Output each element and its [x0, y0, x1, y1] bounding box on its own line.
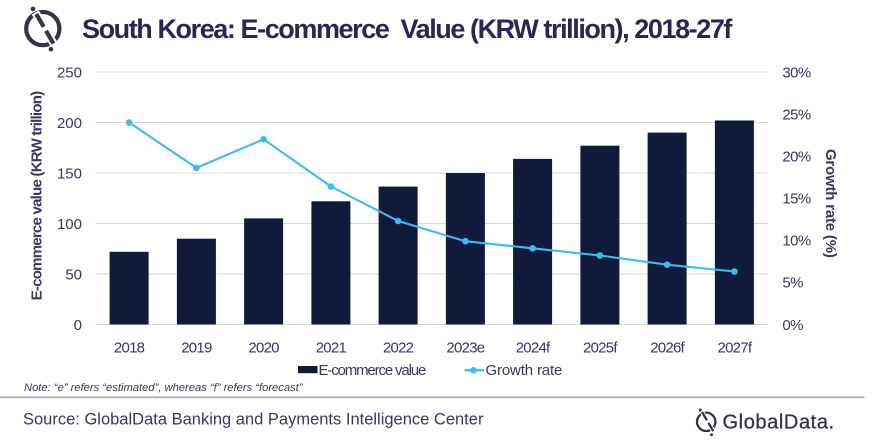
svg-text:150: 150: [57, 165, 82, 182]
svg-text:2027f: 2027f: [718, 339, 753, 356]
svg-text:200: 200: [57, 115, 82, 132]
svg-text:50: 50: [65, 266, 82, 283]
svg-text:2026f: 2026f: [650, 339, 685, 356]
svg-text:0%: 0%: [782, 317, 803, 334]
svg-text:Growth rate (%): Growth rate (%): [822, 149, 839, 258]
svg-text:15%: 15%: [782, 191, 810, 208]
svg-text:2021: 2021: [316, 339, 347, 356]
svg-text:0: 0: [74, 317, 82, 334]
svg-text:E-commerce value (KRW trillion: E-commerce value (KRW trillion): [28, 91, 45, 300]
svg-text:2018: 2018: [114, 339, 145, 356]
svg-text:E-commerce value: E-commerce value: [319, 362, 426, 379]
svg-text:Growth rate: Growth rate: [486, 362, 563, 379]
svg-text:Source: GlobalData Banking and: Source: GlobalData Banking and Payments …: [23, 410, 484, 428]
svg-text:20%: 20%: [782, 149, 810, 166]
svg-text:South Korea: E-commerce Value: South Korea: E-commerce Value (KRW trill…: [82, 14, 733, 44]
svg-text:2024f: 2024f: [516, 339, 551, 356]
svg-text:2019: 2019: [181, 339, 212, 356]
svg-text:25%: 25%: [782, 106, 810, 123]
svg-text:2023e: 2023e: [446, 339, 484, 356]
svg-text:2022: 2022: [383, 339, 414, 356]
svg-text:250: 250: [57, 64, 82, 81]
svg-text:100: 100: [57, 216, 82, 233]
svg-text:2020: 2020: [248, 339, 279, 356]
svg-text:GlobalData.: GlobalData.: [723, 411, 835, 433]
svg-text:30%: 30%: [782, 64, 810, 81]
svg-text:5%: 5%: [782, 275, 803, 292]
svg-text:10%: 10%: [782, 233, 810, 250]
svg-text:Note: “e” refers “estimated”,: Note: “e” refers “estimated”, whereas “f…: [24, 382, 304, 394]
svg-text:2025f: 2025f: [583, 339, 618, 356]
